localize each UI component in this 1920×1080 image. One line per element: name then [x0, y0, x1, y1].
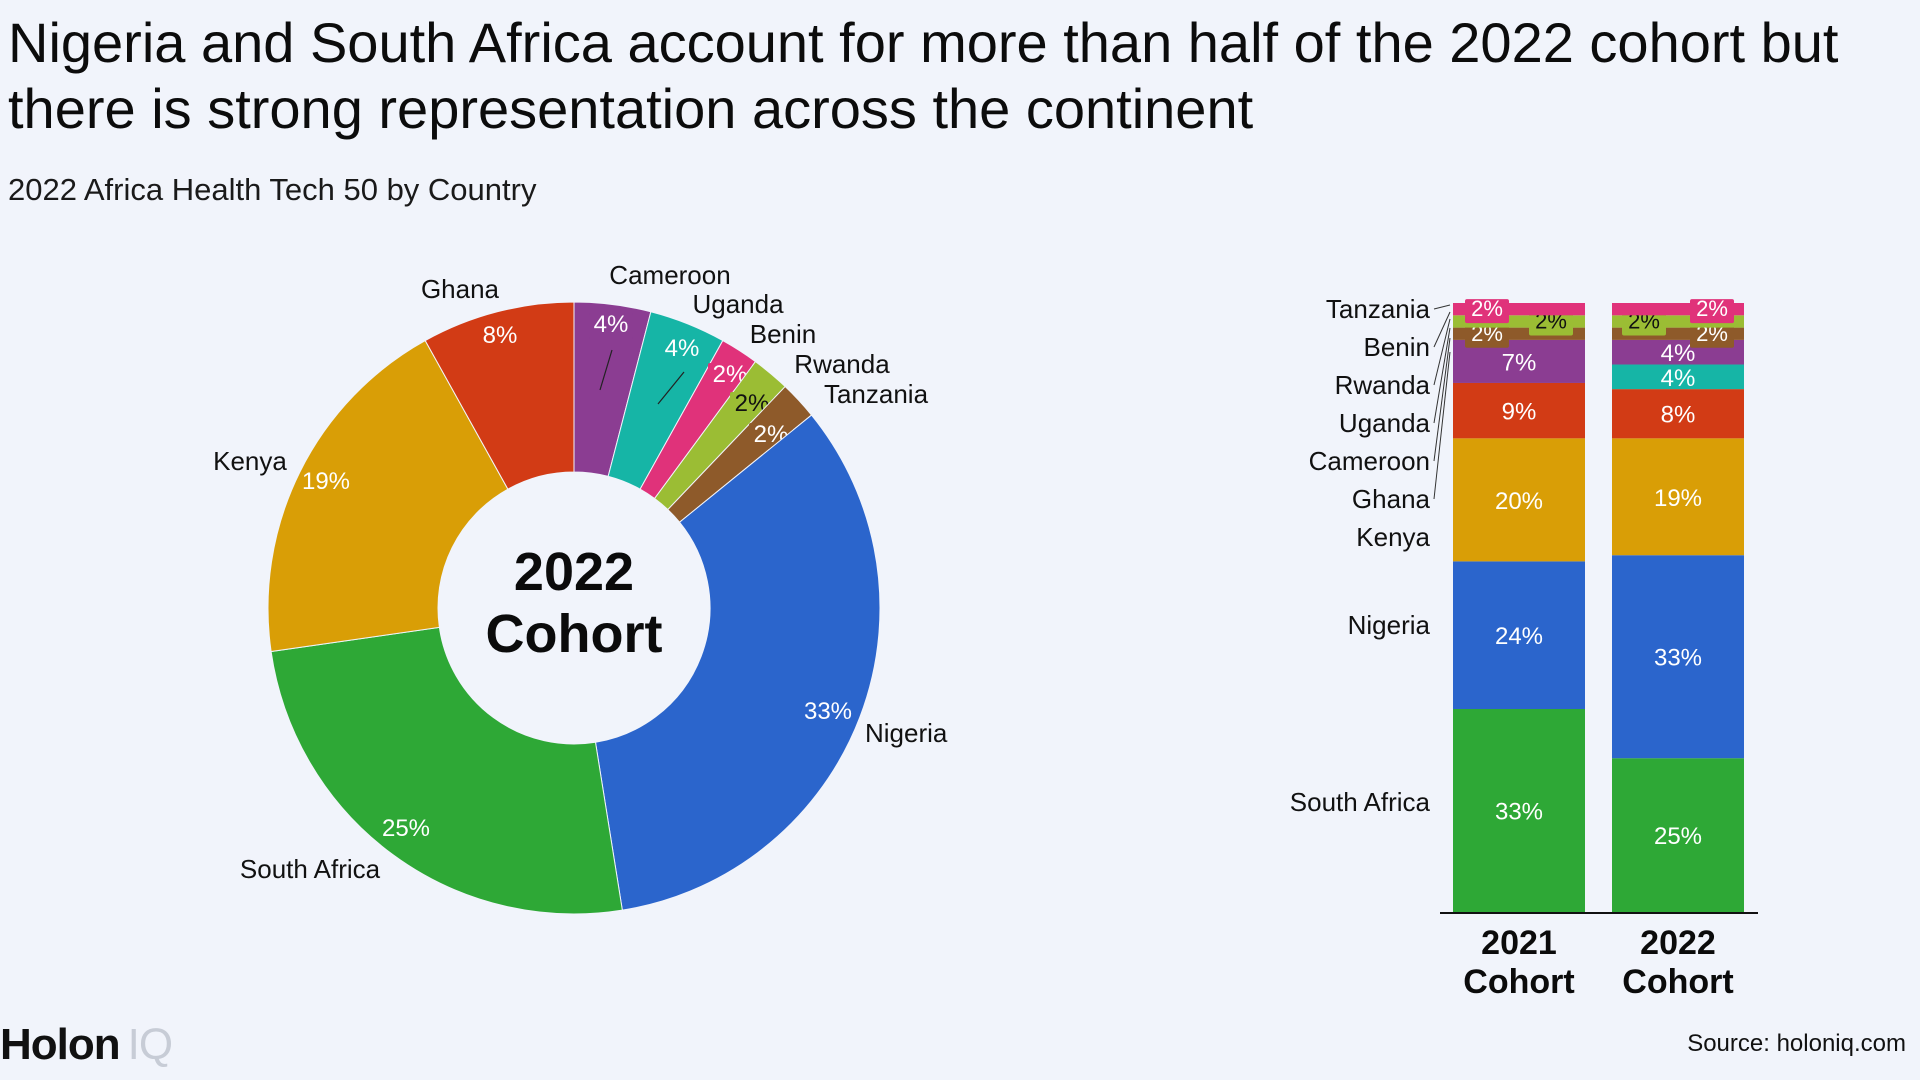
bar-legend-label-cameroon: Cameroon	[1309, 446, 1430, 476]
bar-label-1-kenya: 20%	[1495, 488, 1543, 515]
logo-suffix: IQ	[127, 1020, 173, 1069]
bar-leader-line	[1433, 337, 1451, 462]
bar-label-bg-1-tanzania	[1465, 299, 1509, 324]
x-tick-label-2-line1: 2022	[1640, 924, 1716, 962]
donut-slice-kenya	[267, 339, 509, 653]
stacked-bar-chart: 33%24%20%9%7%2% 2%2%2021Cohort25%33%19%8%…	[1290, 294, 1758, 1001]
bar-label-bg-1-benin	[1465, 323, 1509, 348]
donut-pct-uganda: 4%	[665, 335, 700, 362]
bar-segment-2-uganda	[1612, 364, 1744, 390]
bar-label-1-tanzania: 2%	[1471, 296, 1503, 321]
donut-chart: 4%Cameroon4%Uganda2%Benin2%Rwanda2%Tanza…	[213, 260, 948, 915]
bar-label-2-ghana: 8%	[1661, 402, 1696, 429]
bar-segment-1-nigeria	[1453, 561, 1585, 709]
bar-label-1-nigeria: 24%	[1495, 623, 1543, 650]
donut-center-label-line2: Cohort	[486, 604, 663, 664]
donut-label-south-africa: South Africa	[240, 854, 381, 884]
bar-label-2-tanzania: 2%	[1696, 296, 1728, 321]
bar-label-1-cameroon: 7%	[1502, 349, 1537, 376]
bar-legend-label-tanzania: Tanzania	[1326, 294, 1431, 324]
donut-label-rwanda: Rwanda	[794, 349, 890, 379]
bar-leader-line	[1433, 304, 1451, 310]
chart-title: Nigeria and South Africa account for mor…	[8, 11, 1839, 140]
donut-label-tanzania: Tanzania	[824, 379, 929, 409]
source-note: Source: holoniq.com	[1687, 1030, 1906, 1057]
bar-legend-label-rwanda: Rwanda	[1335, 370, 1431, 400]
x-tick-label-1-line1: 2021	[1481, 924, 1557, 962]
logo-text: Holon	[0, 1020, 121, 1069]
bar-label-2-south-africa: 25%	[1654, 823, 1702, 850]
donut-pct-south-africa: 25%	[382, 815, 430, 842]
bar-legend-label-kenya: Kenya	[1356, 522, 1430, 552]
donut-label-uganda: Uganda	[692, 289, 784, 319]
bar-label-bg-2-benin	[1690, 323, 1734, 348]
bar-label-1-ghana: 9%	[1502, 399, 1537, 426]
donut-pct-bg-cameroon	[589, 313, 633, 339]
bar-segment-1-kenya	[1453, 438, 1585, 562]
donut-slice-ghana	[424, 301, 575, 490]
donut-slice-south-africa	[270, 626, 623, 915]
bar-segment-1-ghana	[1453, 382, 1585, 439]
bar-leader-line	[1433, 351, 1451, 500]
bar-segment-2-south-africa	[1612, 758, 1744, 912]
bar-segment-1-south-africa	[1453, 709, 1585, 912]
x-tick-label-1-line2: Cohort	[1463, 963, 1574, 1001]
bar-label-2-nigeria: 33%	[1654, 645, 1702, 672]
bar-label-2-uganda: 4%	[1661, 365, 1696, 392]
bar-label-2-cameroon: 4%	[1661, 340, 1696, 367]
chart-subtitle: 2022 Africa Health Tech 50 by Country	[8, 172, 537, 207]
bar-segment-2-nigeria	[1612, 555, 1744, 759]
bar-legend-label-south-africa: South Africa	[1290, 787, 1431, 817]
donut-label-ghana: Ghana	[421, 274, 500, 304]
donut-leader-cameroon	[599, 349, 613, 391]
bar-leader-line	[1433, 311, 1451, 348]
donut-label-nigeria: Nigeria	[865, 718, 948, 748]
donut-center-label-line1: 2022	[514, 542, 634, 602]
bar-label-bg-1-rwanda	[1529, 311, 1573, 336]
donut-pct-bg-uganda	[660, 337, 704, 363]
bar-legend-label-benin: Benin	[1364, 332, 1431, 362]
bar-legend-label-nigeria: Nigeria	[1348, 610, 1431, 640]
donut-pct-kenya: 19%	[302, 468, 350, 495]
donut-label-benin: Benin	[750, 319, 817, 349]
bar-label-bg-2-rwanda	[1622, 311, 1666, 336]
donut-pct-nigeria: 33%	[804, 698, 852, 725]
x-tick-label-2-line2: Cohort	[1622, 963, 1733, 1001]
bar-label-2-kenya: 19%	[1654, 485, 1702, 512]
donut-leader-uganda	[657, 371, 685, 405]
bar-segment-2-kenya	[1612, 438, 1744, 556]
bar-legend-label-uganda: Uganda	[1339, 408, 1431, 438]
donut-pct-cameroon: 4%	[594, 311, 629, 338]
donut-pct-ghana: 8%	[483, 322, 518, 349]
bar-leader-line	[1433, 327, 1451, 424]
bar-label-bg-2-tanzania	[1690, 299, 1734, 324]
donut-slice-nigeria	[594, 414, 881, 911]
donut-label-kenya: Kenya	[213, 446, 287, 476]
bar-legend-label-ghana: Ghana	[1352, 484, 1431, 514]
holoniq-logo: Holon IQ	[0, 1020, 173, 1070]
bar-label-1-south-africa: 33%	[1495, 799, 1543, 826]
donut-label-cameroon: Cameroon	[609, 260, 730, 290]
bar-leader-line	[1433, 318, 1451, 386]
bar-segment-2-ghana	[1612, 389, 1744, 439]
